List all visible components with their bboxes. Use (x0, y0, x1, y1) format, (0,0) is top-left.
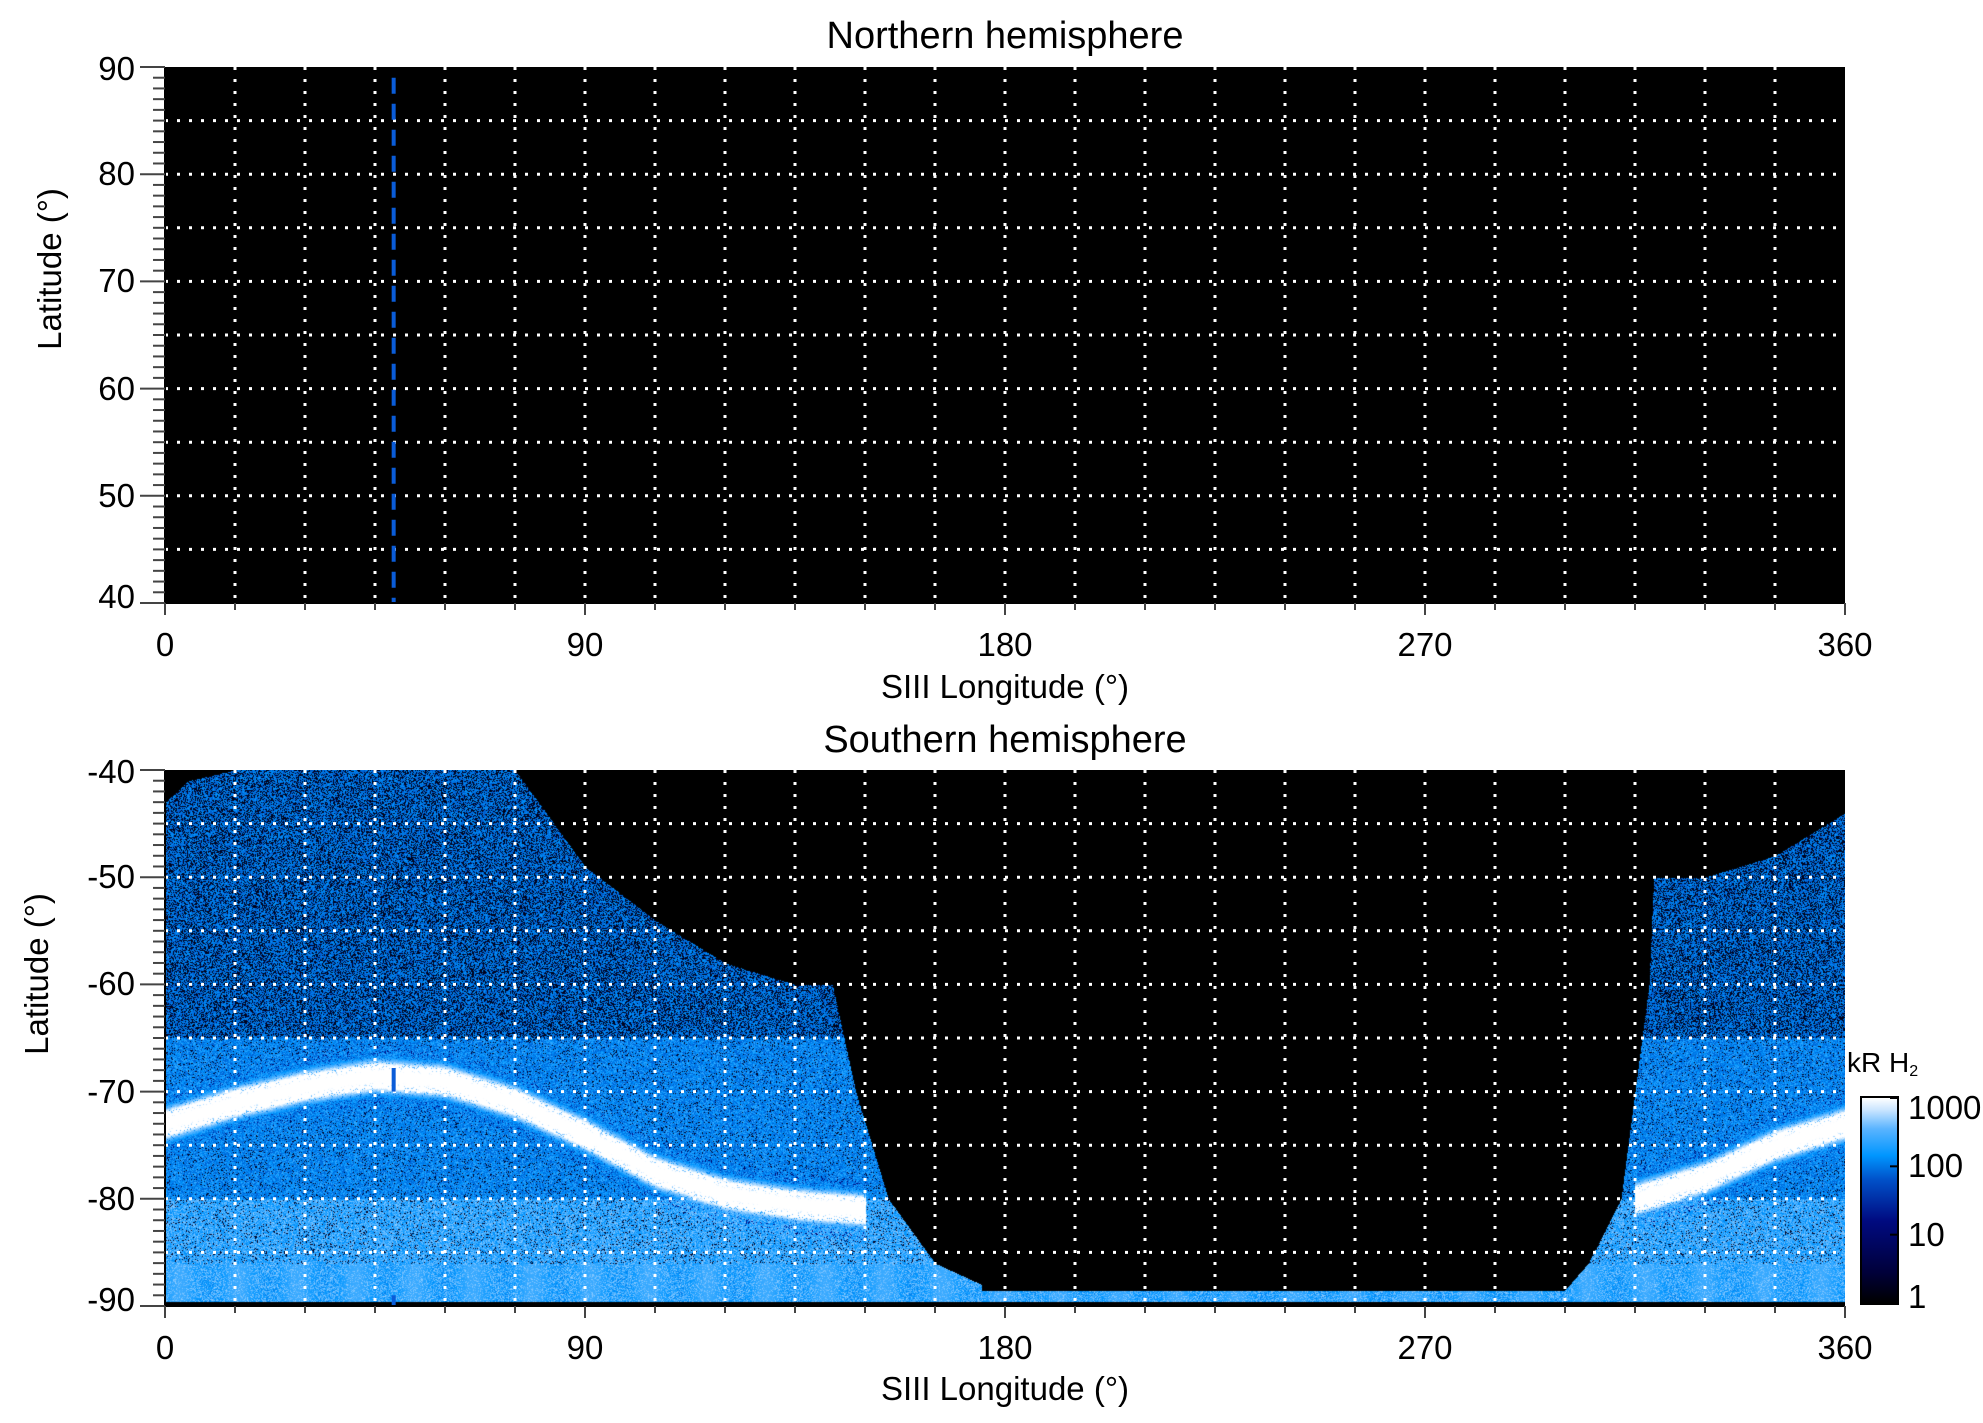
colorbar-unit-text: kR H (1847, 1047, 1910, 1078)
x-tick-label: 360 (1817, 1329, 1873, 1366)
colorbar-unit-subscript: 2 (1909, 1063, 1919, 1080)
y-tick-label: -60 (87, 965, 135, 1003)
north-title: Northern hemisphere (826, 15, 1184, 57)
y-tick-label: -70 (87, 1072, 135, 1110)
y-tick-label: 60 (98, 369, 135, 407)
x-tick-label: 90 (566, 1329, 604, 1366)
colorbar-unit-label: kR H2 (1847, 1048, 1918, 1080)
y-tick-label: 50 (98, 476, 135, 514)
south-x-axis-label: SIII Longitude (°) (881, 1370, 1129, 1407)
x-tick-label: 180 (977, 626, 1033, 663)
y-tick-label: -40 (87, 753, 135, 790)
x-tick-label: 180 (977, 1329, 1033, 1366)
colorbar-tick-label: 100 (1908, 1147, 1964, 1185)
x-tick-label: 0 (155, 1329, 175, 1366)
y-tick-label: -80 (87, 1179, 135, 1217)
colorbar-tick-label: 1 (1908, 1278, 1927, 1315)
y-tick-label: 70 (98, 262, 135, 300)
x-tick-label: 90 (566, 626, 604, 663)
colorbar (1860, 1096, 1899, 1305)
colorbar-tick-label: 1000 (1908, 1089, 1982, 1126)
x-tick-label: 270 (1397, 1329, 1453, 1366)
y-tick-label: 80 (98, 155, 135, 193)
x-tick-label: 0 (155, 626, 175, 663)
x-tick-label: 360 (1817, 626, 1873, 663)
south-title: Southern hemisphere (823, 719, 1187, 761)
y-tick-label: -90 (87, 1281, 135, 1318)
north-x-axis-label: SIII Longitude (°) (881, 668, 1129, 705)
x-tick-label: 270 (1397, 626, 1453, 663)
colorbar-tick-label: 10 (1908, 1215, 1945, 1253)
y-tick-label: 90 (98, 50, 135, 87)
y-tick-label: 40 (98, 578, 135, 615)
y-tick-label: -50 (87, 858, 135, 896)
